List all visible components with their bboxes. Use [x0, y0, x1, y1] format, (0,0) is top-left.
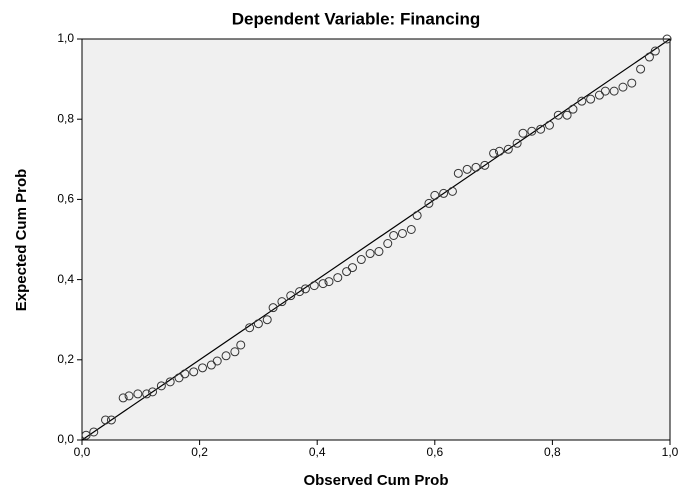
point [430, 190, 440, 200]
y-tick-label: 1,0 [57, 31, 74, 45]
point [106, 415, 116, 425]
point [142, 389, 152, 399]
point [148, 387, 158, 397]
point [544, 120, 554, 130]
point [471, 162, 481, 172]
point [406, 224, 416, 234]
point [295, 287, 305, 297]
point [236, 340, 246, 350]
point [577, 96, 587, 106]
point [586, 94, 596, 104]
point [309, 281, 319, 291]
point [230, 347, 240, 357]
chart-title: Dependent Variable: Financing [232, 9, 480, 28]
x-axis-label: Observed Cum Prob [303, 472, 448, 489]
point [253, 319, 263, 329]
y-tick-label: 0,6 [57, 192, 74, 206]
point [662, 34, 672, 44]
point [480, 160, 490, 170]
point [553, 110, 563, 120]
point [503, 144, 513, 154]
point [609, 86, 619, 96]
point [527, 126, 537, 136]
point [494, 146, 504, 156]
point [389, 230, 399, 240]
reference-line [81, 38, 671, 441]
point [118, 393, 128, 403]
point [518, 128, 528, 138]
point [374, 247, 384, 257]
point [636, 64, 646, 74]
point [347, 263, 357, 273]
point [356, 255, 366, 265]
point [489, 148, 499, 158]
point [562, 110, 572, 120]
point [189, 367, 199, 377]
x-tick-label: 0,0 [74, 445, 91, 459]
point [101, 415, 111, 425]
point [650, 46, 660, 56]
point [644, 52, 654, 62]
point [245, 323, 255, 333]
x-tick-label: 0,8 [544, 445, 561, 459]
point [397, 228, 407, 238]
y-tick-label: 0,0 [57, 432, 74, 446]
y-tick-label: 0,2 [57, 352, 74, 366]
x-tick-label: 0,2 [191, 445, 208, 459]
point [89, 427, 99, 437]
point [324, 277, 334, 287]
point [447, 186, 457, 196]
point [627, 78, 637, 88]
point [221, 351, 231, 361]
point [568, 104, 578, 114]
point [618, 82, 628, 92]
point [462, 164, 472, 174]
point [439, 188, 449, 198]
point [512, 138, 522, 148]
x-tick-label: 1,0 [662, 445, 679, 459]
point [212, 356, 222, 366]
point [424, 198, 434, 208]
point [412, 210, 422, 220]
point [453, 168, 463, 178]
point [383, 239, 393, 249]
point [124, 391, 134, 401]
point [198, 363, 208, 373]
point [180, 369, 190, 379]
point [262, 315, 272, 325]
point [156, 381, 166, 391]
point [286, 291, 296, 301]
point [318, 279, 328, 289]
point [81, 430, 91, 440]
point [165, 377, 175, 387]
y-tick-label: 0,8 [57, 111, 74, 125]
point [333, 273, 343, 283]
y-axis-label: Expected Cum Prob [13, 169, 30, 312]
x-tick-label: 0,4 [309, 445, 326, 459]
y-tick-label: 0,4 [57, 272, 74, 286]
point [268, 303, 278, 313]
point [300, 284, 310, 294]
point [277, 297, 287, 307]
point [600, 86, 610, 96]
point [133, 389, 143, 399]
x-tick-label: 0,6 [426, 445, 443, 459]
point [536, 124, 546, 134]
point [365, 249, 375, 259]
